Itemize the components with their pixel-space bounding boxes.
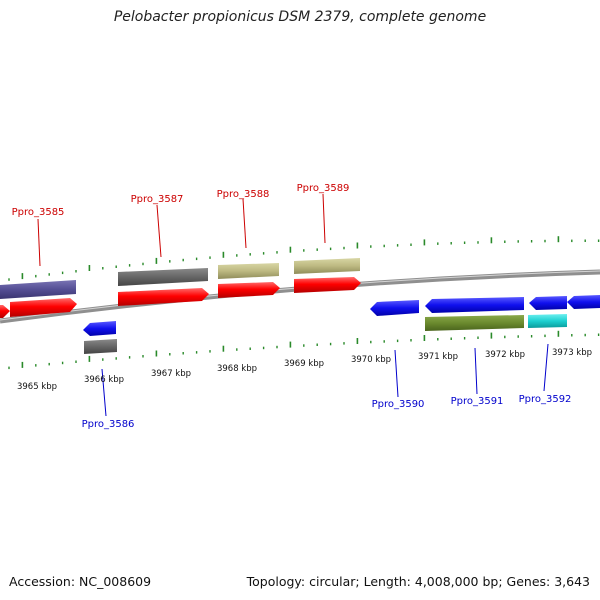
gene-label-ppro-3587[interactable]: Ppro_3587: [131, 194, 184, 205]
gene-bar-ppro-3586[interactable]: [84, 339, 117, 354]
gene-arrow-ppro-3586[interactable]: [83, 321, 116, 336]
gene-bar-ppro-3592[interactable]: [528, 314, 567, 328]
gene-label-ppro-3591[interactable]: Ppro_3591: [451, 396, 504, 407]
kbp-label: 3966 kbp: [84, 375, 124, 385]
gene-label-ppro-3586[interactable]: Ppro_3586: [82, 419, 135, 430]
kbp-label: 3970 kbp: [351, 355, 391, 365]
kbp-label: 3973 kbp: [552, 348, 592, 358]
gene-label-ppro-3585[interactable]: Ppro_3585: [12, 207, 65, 218]
kbp-label: 3968 kbp: [217, 364, 257, 374]
gene-label-ppro-3590[interactable]: Ppro_3590: [372, 399, 425, 410]
kbp-label: 3971 kbp: [418, 352, 458, 362]
gene-arrow-ppro-3587[interactable]: [118, 288, 209, 306]
gene-arrow-ppro-3591[interactable]: [425, 297, 524, 313]
kbp-label: 3969 kbp: [284, 359, 324, 369]
gene-arrow-ppro-3590[interactable]: [370, 300, 419, 316]
gene-bar-ppro-3584[interactable]: [0, 280, 76, 299]
gene-bar-ppro-3591[interactable]: [425, 315, 524, 331]
gene-label-ppro-3589[interactable]: Ppro_3589: [297, 183, 350, 194]
gene-label-ppro-3588[interactable]: Ppro_3588: [217, 189, 270, 200]
outer-tick-marks: [8, 236, 600, 281]
forward-leader-lines: [37, 193, 326, 267]
inner-tick-marks: [8, 330, 600, 370]
gene-arrow-ppro-3593[interactable]: [567, 295, 600, 309]
kbp-label: 3965 kbp: [17, 382, 57, 392]
genome-backbone-highlight: [0, 270, 600, 321]
gene-arrow-ppro-3585[interactable]: [10, 298, 77, 317]
gene-arrow-ppro-3588[interactable]: [218, 282, 280, 298]
gene-arrow-ppro-3592[interactable]: [529, 296, 567, 310]
kbp-label: 3967 kbp: [151, 369, 191, 379]
gene-label-ppro-3592[interactable]: Ppro_3592: [519, 394, 572, 405]
genome-summary-text: Topology: circular; Length: 4,008,000 bp…: [246, 574, 590, 589]
gene-bar-ppro-3587[interactable]: [118, 268, 208, 286]
kbp-label: 3972 kbp: [485, 350, 525, 360]
accession-text: Accession: NC_008609: [9, 574, 152, 589]
gene-arrow-ppro-3589[interactable]: [294, 277, 361, 293]
gene-bar-ppro-3588[interactable]: [218, 263, 279, 279]
reverse-leader-lines: [101, 343, 549, 417]
map-title: Pelobacter propionicus DSM 2379, complet…: [113, 9, 487, 25]
gene-bar-ppro-3589[interactable]: [294, 258, 360, 274]
gene-arrow-ppro-3584[interactable]: [0, 305, 10, 318]
